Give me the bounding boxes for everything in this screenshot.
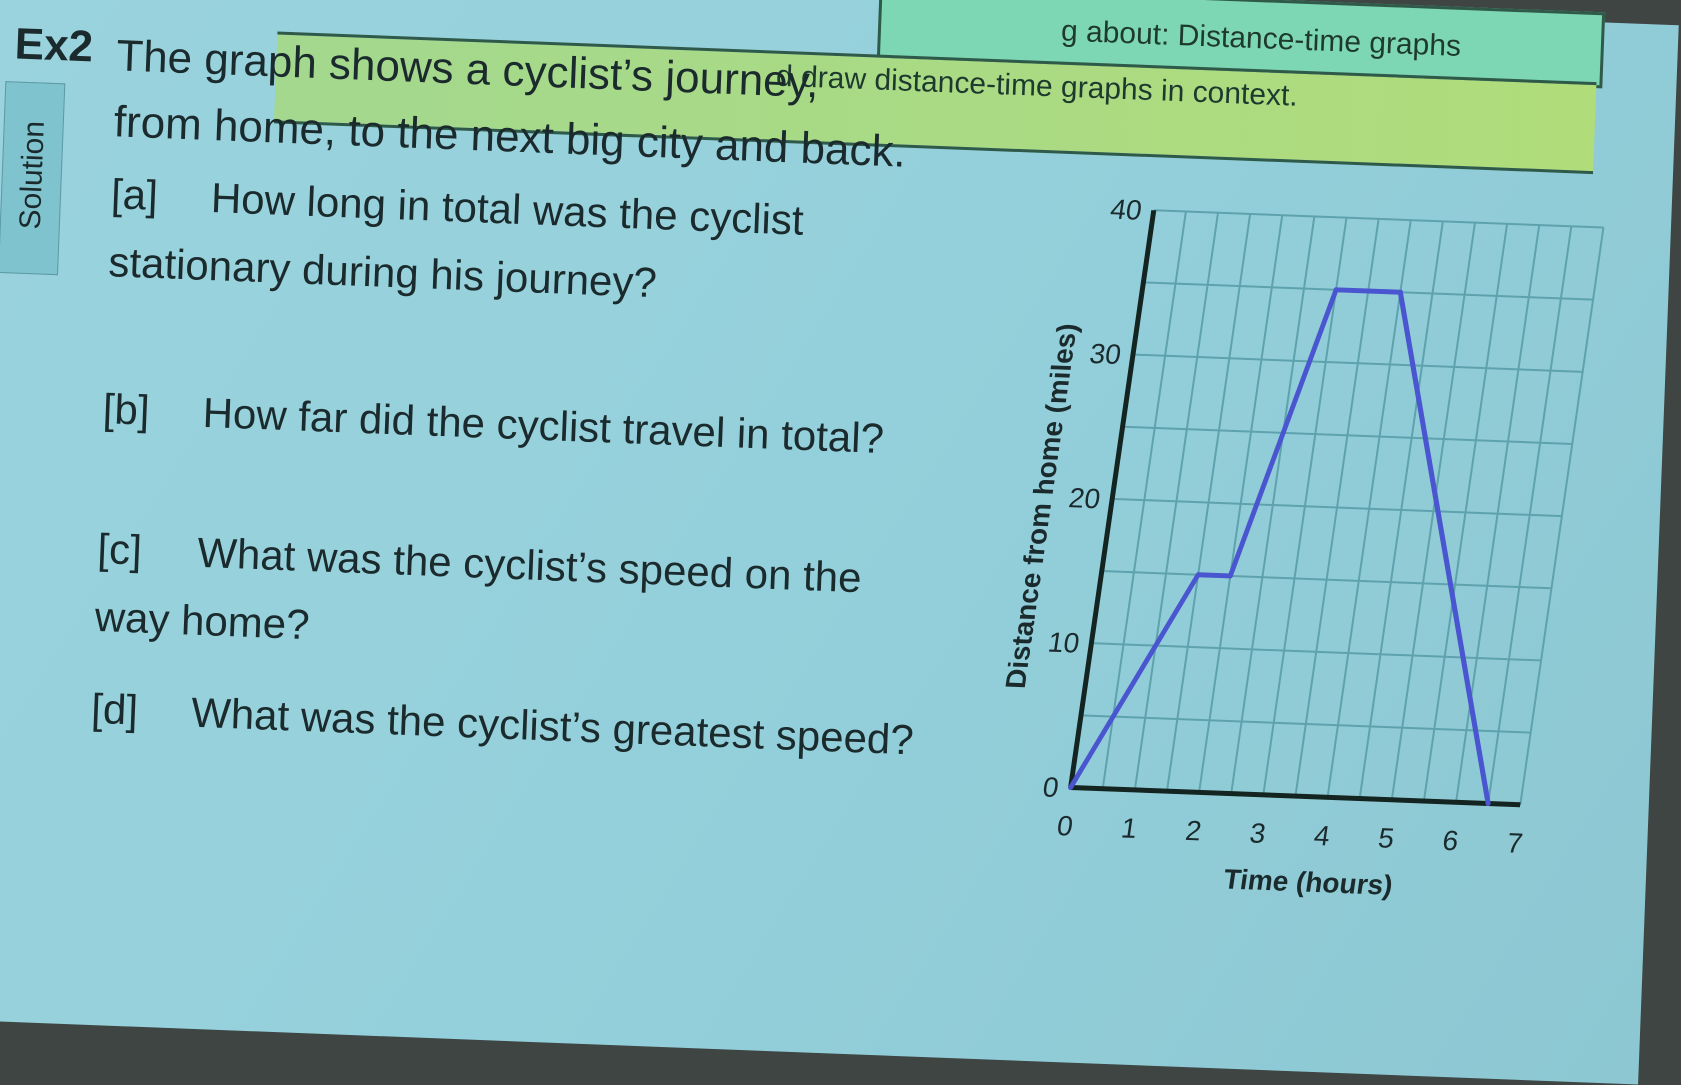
grid-line-horizontal — [1112, 497, 1563, 518]
question-label: [b] — [101, 385, 151, 434]
question-d: [d] What was the cyclist’s greatest speed… — [90, 675, 992, 777]
chart-grid — [1080, 209, 1605, 805]
journey-point — [1397, 289, 1403, 295]
question-label: [a] — [110, 170, 159, 219]
y-tick-label: 0 — [1041, 772, 1061, 803]
grid-line-horizontal — [1091, 642, 1542, 662]
x-axis-label: Time (hours) — [1222, 864, 1395, 901]
grid-line-horizontal — [1153, 209, 1604, 229]
y-axis — [1068, 210, 1157, 788]
chart-ticks: 0 1 2 3 4 5 6 7 0 10 20 30 40 — [1041, 194, 1525, 859]
grid-line-horizontal — [1080, 714, 1531, 734]
question-label: [c] — [96, 524, 143, 574]
x-tick-label: 5 — [1376, 822, 1396, 853]
example-label: Ex2 — [13, 19, 94, 72]
journey-point — [1068, 784, 1074, 790]
question-text: What was the cyclist’s greatest speed? — [190, 688, 915, 764]
question-text: How long in total was the cyclist statio… — [107, 174, 805, 307]
x-axis — [1070, 784, 1521, 808]
solution-label: Solution — [13, 120, 51, 230]
journey-line — [1068, 287, 1491, 805]
y-tick-label: 40 — [1108, 194, 1144, 226]
journey-point — [1227, 573, 1233, 579]
solution-tab[interactable]: Solution — [0, 81, 66, 276]
question-a: [a] How long in total was the cyclist sta… — [107, 160, 832, 324]
question-label: [d] — [90, 684, 139, 734]
x-tick-label: 4 — [1312, 820, 1332, 851]
question-text: How far did the cyclist travel in total? — [201, 388, 885, 463]
x-tick-label: 2 — [1184, 815, 1204, 846]
x-tick-label: 6 — [1441, 825, 1461, 856]
example-intro: The graph shows a cyclist’s journey, fro… — [112, 31, 907, 177]
x-tick-label: 0 — [1055, 810, 1075, 841]
question-c: [c] What was the cyclist’s speed on the w… — [94, 515, 899, 682]
grid-line-horizontal — [1101, 570, 1552, 590]
y-tick-label: 30 — [1088, 338, 1124, 370]
journey-point — [1333, 287, 1339, 293]
distance-time-chart: 0 1 2 3 4 5 6 7 0 10 20 30 40 Distance from home (mi… — [975, 177, 1678, 917]
grid-line-horizontal — [1122, 425, 1573, 445]
question-b: [b] How far did the cyclist travel in tot… — [102, 375, 1004, 477]
journey-point — [1485, 801, 1491, 807]
x-tick-label: 1 — [1119, 813, 1139, 844]
y-tick-label: 10 — [1046, 627, 1082, 659]
topic-text: g about: Distance-time graphs — [1060, 14, 1462, 63]
x-tick-label: 7 — [1505, 827, 1525, 858]
chart-series — [1068, 287, 1491, 807]
x-tick-label: 3 — [1248, 818, 1268, 849]
grid-line-horizontal — [1132, 353, 1583, 373]
question-text: What was the cyclist’s speed on the way … — [93, 528, 863, 649]
journey-point — [1195, 572, 1201, 578]
chart-axes — [1068, 210, 1521, 808]
grid-line-vertical — [1519, 227, 1605, 805]
y-tick-label: 20 — [1067, 482, 1103, 514]
